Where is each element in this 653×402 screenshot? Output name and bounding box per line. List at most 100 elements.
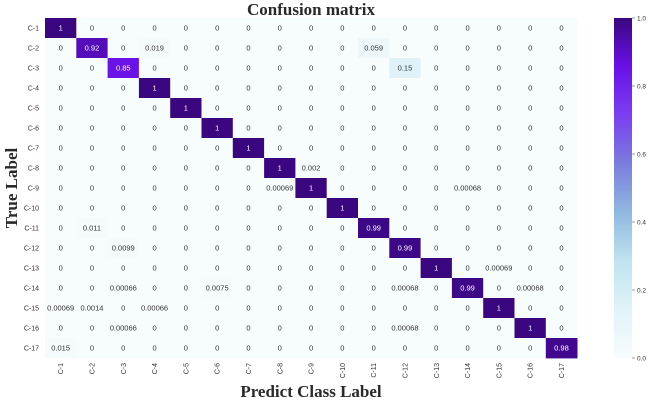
heatmap-cell xyxy=(358,138,390,159)
heatmap-cell xyxy=(514,138,547,159)
heatmap-cell xyxy=(295,278,328,299)
cell-value-label: 0 xyxy=(184,244,188,253)
cell-value-label: 0 xyxy=(372,244,376,253)
cell-value-label: 0 xyxy=(465,324,469,333)
cell-value-label: 0 xyxy=(152,344,156,353)
y-tick-label: C-9 xyxy=(28,186,39,193)
cell-value-label: 0 xyxy=(528,44,532,53)
cell-value-label: 0 xyxy=(309,24,313,33)
cell-value-label: 0 xyxy=(121,304,125,313)
heatmap-cell xyxy=(170,98,202,119)
heatmap-cell xyxy=(138,118,171,139)
heatmap-cell xyxy=(170,78,202,99)
heatmap-cell xyxy=(295,138,328,159)
heatmap-cell xyxy=(451,238,484,259)
heatmap-cell xyxy=(389,158,421,179)
heatmap-cell xyxy=(201,218,234,239)
heatmap-cell xyxy=(483,138,515,159)
heatmap-cell xyxy=(201,278,234,299)
cell-value-label: 0 xyxy=(497,24,501,33)
cell-value-label: 0 xyxy=(528,184,532,193)
cell-value-label: 0 xyxy=(121,84,125,93)
cell-value-label: 0 xyxy=(403,304,407,313)
cell-value-label: 0 xyxy=(497,324,501,333)
heatmap-cell xyxy=(201,318,234,339)
heatmap-cell xyxy=(514,258,547,279)
cell-value-label: 0 xyxy=(434,124,438,133)
cell-value-label: 0 xyxy=(372,104,376,113)
cell-value-label: 0 xyxy=(59,164,63,173)
cell-value-label: 0 xyxy=(403,124,407,133)
cell-value-label: 0 xyxy=(403,24,407,33)
cell-value-label: 0 xyxy=(465,244,469,253)
cell-value-label: 0 xyxy=(90,264,94,273)
heatmap-cell xyxy=(170,338,202,359)
x-tick-label: C-2 xyxy=(89,363,96,374)
cell-value-label: 0 xyxy=(90,344,94,353)
cell-value-label: 0.99 xyxy=(366,224,381,233)
heatmap-cell xyxy=(545,318,578,339)
heatmap-cell xyxy=(201,58,234,79)
cell-value-label: 0 xyxy=(403,204,407,213)
cell-value-label: 0 xyxy=(278,244,282,253)
heatmap-cell xyxy=(451,298,484,319)
cell-value-label: 1 xyxy=(278,164,282,173)
heatmap-cell xyxy=(232,318,265,339)
heatmap-cell xyxy=(358,38,390,59)
heatmap-cell xyxy=(76,18,108,39)
heatmap-cell xyxy=(483,58,515,79)
heatmap-cell xyxy=(107,198,140,219)
cell-value-label: 0 xyxy=(90,284,94,293)
heatmap-cell xyxy=(45,338,77,359)
cell-value-label: 0 xyxy=(278,344,282,353)
heatmap-cell xyxy=(138,278,171,299)
heatmap-cell xyxy=(483,218,515,239)
cell-value-label: 0 xyxy=(309,284,313,293)
heatmap-cell xyxy=(326,318,359,339)
cell-value-label: 0 xyxy=(403,44,407,53)
heatmap-cell xyxy=(264,178,296,199)
heatmap-cell xyxy=(264,58,296,79)
cell-value-label: 1 xyxy=(434,264,438,273)
heatmap-cell xyxy=(483,258,515,279)
heatmap-cell xyxy=(483,78,515,99)
cell-value-label: 0.00066 xyxy=(110,284,137,293)
colorbar-tick-label: 0.0 xyxy=(637,355,646,362)
heatmap-cell xyxy=(358,58,390,79)
heatmap-cell xyxy=(107,38,140,59)
cell-value-label: 0 xyxy=(528,104,532,113)
colorbar-tick-label: 0.4 xyxy=(637,219,646,226)
heatmap-cell xyxy=(545,258,578,279)
cell-value-label: 0 xyxy=(246,204,250,213)
cell-value-label: 0 xyxy=(528,24,532,33)
heatmap-cell xyxy=(420,98,453,119)
cell-value-label: 0 xyxy=(90,244,94,253)
heatmap-cell xyxy=(170,178,202,199)
cell-value-label: 0 xyxy=(465,204,469,213)
cell-value-label: 1 xyxy=(497,304,501,313)
cell-value-label: 0 xyxy=(403,224,407,233)
cell-value-label: 0 xyxy=(59,144,63,153)
cell-value-label: 0 xyxy=(59,104,63,113)
cell-value-label: 0.0075 xyxy=(206,284,229,293)
cell-value-label: 0 xyxy=(559,24,563,33)
heatmap-cell xyxy=(483,158,515,179)
heatmap-cell xyxy=(138,58,171,79)
cell-value-label: 0 xyxy=(90,104,94,113)
heatmap-cell xyxy=(514,78,547,99)
heatmap-cell xyxy=(76,338,108,359)
cell-value-label: 0 xyxy=(184,304,188,313)
cell-value-label: 0 xyxy=(340,144,344,153)
cell-value-label: 0 xyxy=(152,224,156,233)
cell-value-label: 0 xyxy=(184,324,188,333)
heatmap-cell xyxy=(170,58,202,79)
y-tick-label: C-6 xyxy=(28,126,39,133)
cell-value-label: 0 xyxy=(215,164,219,173)
heatmap-cell xyxy=(138,78,171,99)
cell-value-label: 0 xyxy=(528,164,532,173)
y-tick-label: C-7 xyxy=(28,146,39,153)
heatmap-cell xyxy=(389,118,421,139)
heatmap-cell xyxy=(545,118,578,139)
heatmap-cell xyxy=(545,338,578,359)
cell-value-label: 0 xyxy=(90,164,94,173)
